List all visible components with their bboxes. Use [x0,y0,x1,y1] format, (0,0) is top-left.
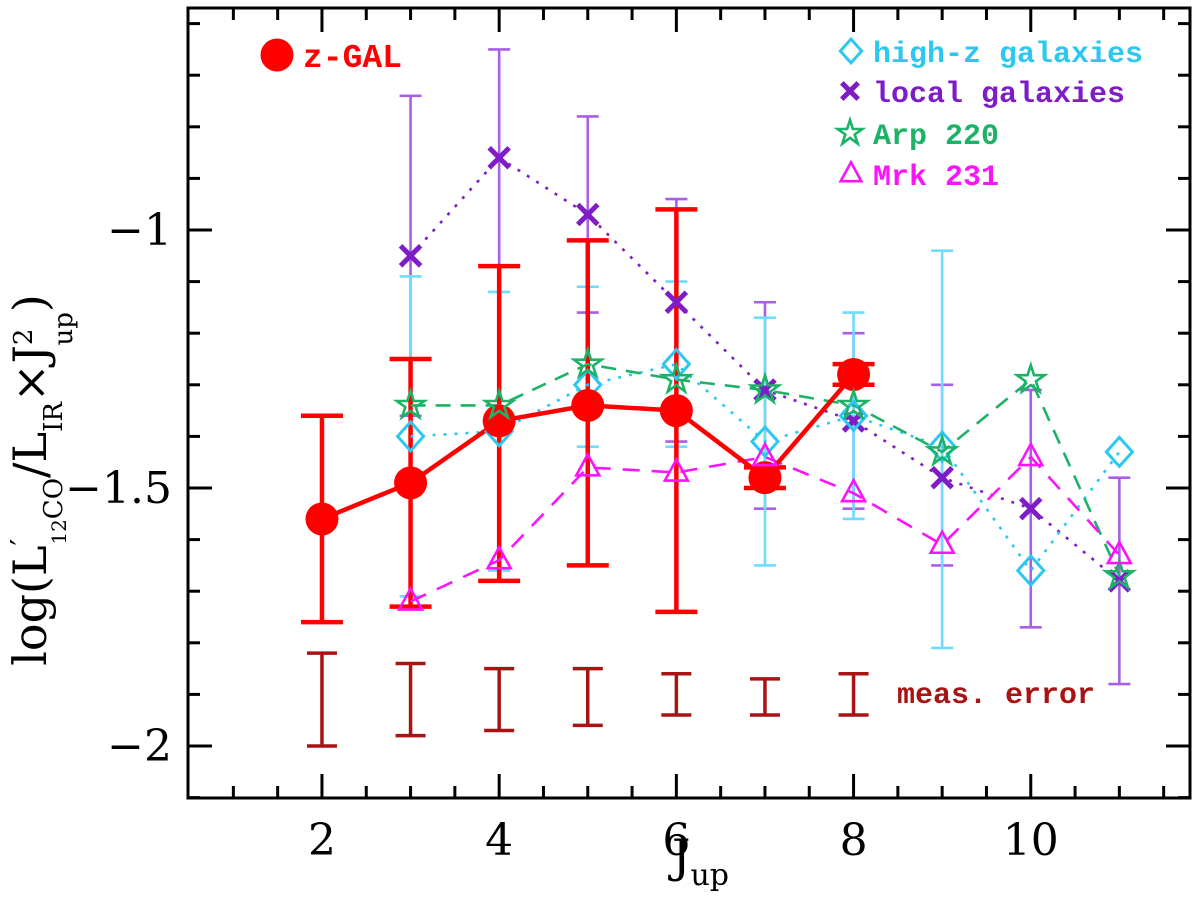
x-tick-label: 6 [662,815,690,866]
markers-mrk-231 [396,441,1134,611]
y-tick-label: −1.5 [65,463,172,514]
legend-markers [260,36,867,183]
legend-marker-local-galaxies [840,81,860,101]
legend-label-high-z-galaxies: high-z galaxies [873,38,1143,72]
axis-ticks [188,8,1190,800]
markers-arp-220 [392,345,1138,591]
legend-marker-arp-220 [833,115,867,148]
x-tick-label: 4 [485,815,513,866]
legend-marker-z-gal [260,38,294,72]
x-tick-label: 8 [840,815,868,866]
plot-frame [186,6,1192,800]
line-arp-220 [410,362,1121,577]
markers-high-z-galaxies [395,347,1135,588]
legend-label-mrk-231: Mrk 231 [873,161,999,195]
legend-marker-mrk-231 [838,159,864,183]
meas-error-bars [306,651,869,748]
x-axis-title: Jup [668,829,729,893]
x-tick-label: 10 [1003,815,1059,866]
legend-label-arp-220: Arp 220 [873,120,999,154]
y-axis-title: log(L′ 12CO/LIR×J2 up) [3,294,79,666]
y-tick-label: −2 [107,721,172,772]
chart-layer: 2 4 6 8 10 −1 −1.5 −2 [65,6,1192,866]
legend-label-local-galaxies: local galaxies [873,78,1125,112]
meas-error-label: meas. error [897,679,1095,713]
legend-label-z-gal: z-GAL [303,40,402,77]
y-tick-label: −1 [107,205,172,256]
x-tick-label: 2 [308,815,336,866]
legend-marker-high-z-galaxies [838,36,864,66]
